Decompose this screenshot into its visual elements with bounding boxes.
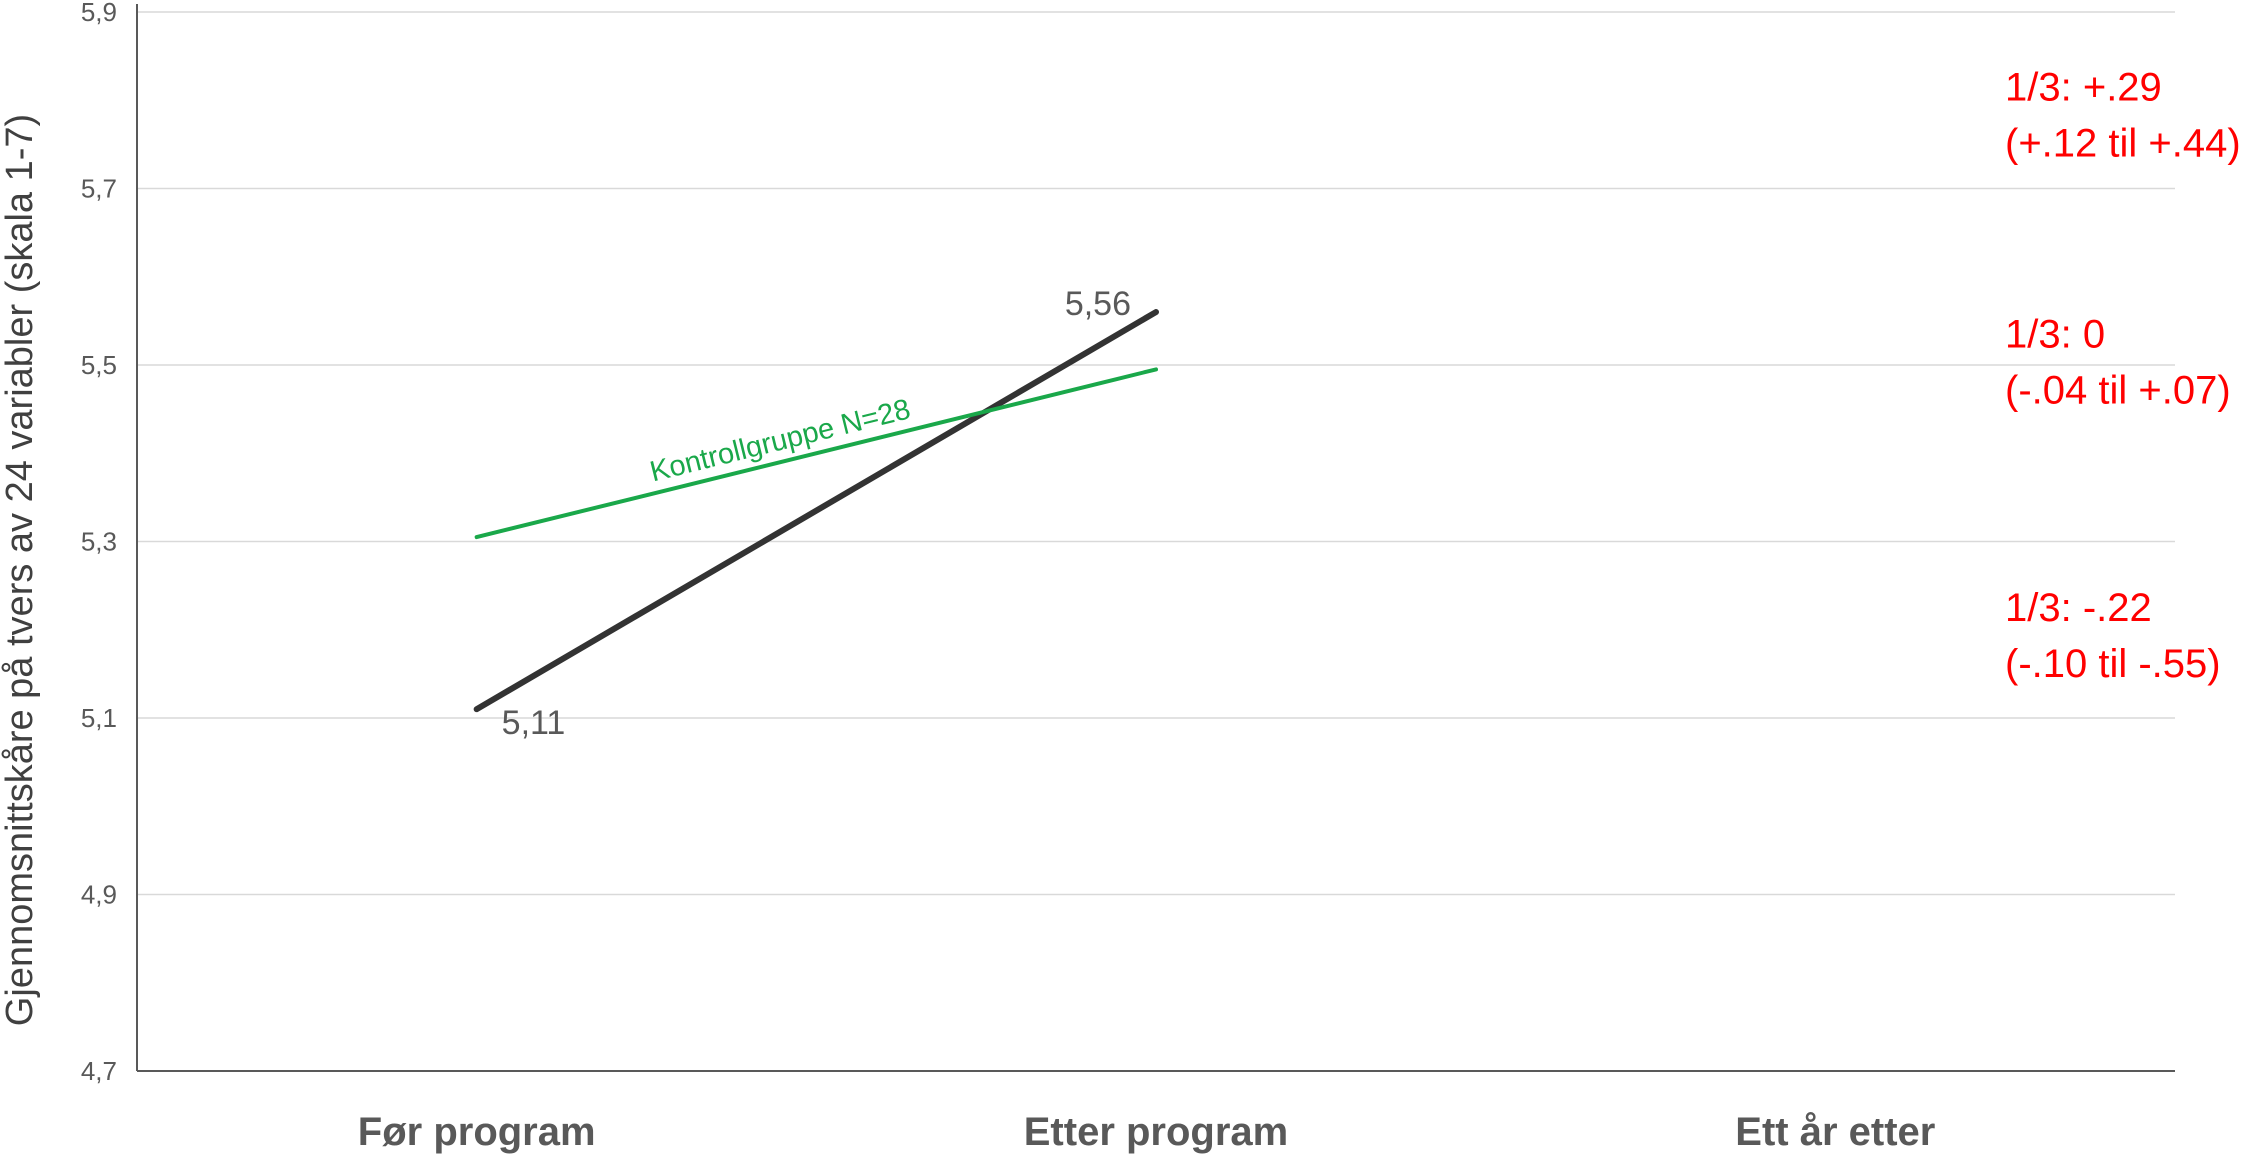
main-series-line [473, 309, 1159, 713]
y-tick-label: 4,7 [81, 1056, 117, 1086]
x-category-label: Ett år etter [1735, 1110, 1935, 1154]
y-tick-label: 5,3 [81, 527, 117, 557]
gridlines [137, 11, 2175, 896]
data-label: 5,56 [1065, 285, 1131, 323]
x-category-label: Etter program [1024, 1110, 1289, 1154]
y-tick-label: 5,7 [81, 174, 117, 204]
annotation-text: (+.12 til +.44) [2005, 121, 2241, 165]
annotation-text: (-.04 til +.07) [2005, 368, 2231, 412]
data-label: 5,11 [502, 704, 566, 742]
x-category-labels: Før program Etter program Ett år etter [358, 1110, 1936, 1154]
y-tick-label: 5,1 [81, 703, 117, 733]
y-axis-title: Gjennomsnittskåre på tvers av 24 variabl… [0, 114, 41, 1026]
annotation-group: 1/3: -.22 (-.10 til -.55) [2005, 586, 2221, 686]
x-category-label: Før program [358, 1110, 596, 1154]
y-tick-label: 5,5 [81, 350, 117, 380]
control-group-line [474, 367, 1158, 540]
y-tick-label: 5,9 [81, 0, 117, 27]
annotation-text: (-.10 til -.55) [2005, 642, 2221, 686]
annotation-group: 1/3: +.29 (+.12 til +.44) [2005, 65, 2241, 165]
series [473, 309, 1159, 713]
annotation-text: 1/3: -.22 [2005, 586, 2152, 630]
annotation-text: 1/3: 0 [2005, 312, 2105, 356]
axes [136, 4, 2175, 1072]
y-tick-label: 4,9 [81, 880, 117, 910]
y-tick-labels: 4,7 4,9 5,1 5,3 5,5 5,7 5,9 [81, 0, 117, 1086]
annotations: 1/3: +.29 (+.12 til +.44) 1/3: 0 (-.04 til … [2005, 65, 2241, 686]
annotation-text: 1/3: +.29 [2005, 65, 2162, 109]
annotation-group: 1/3: 0 (-.04 til +.07) [2005, 312, 2231, 412]
